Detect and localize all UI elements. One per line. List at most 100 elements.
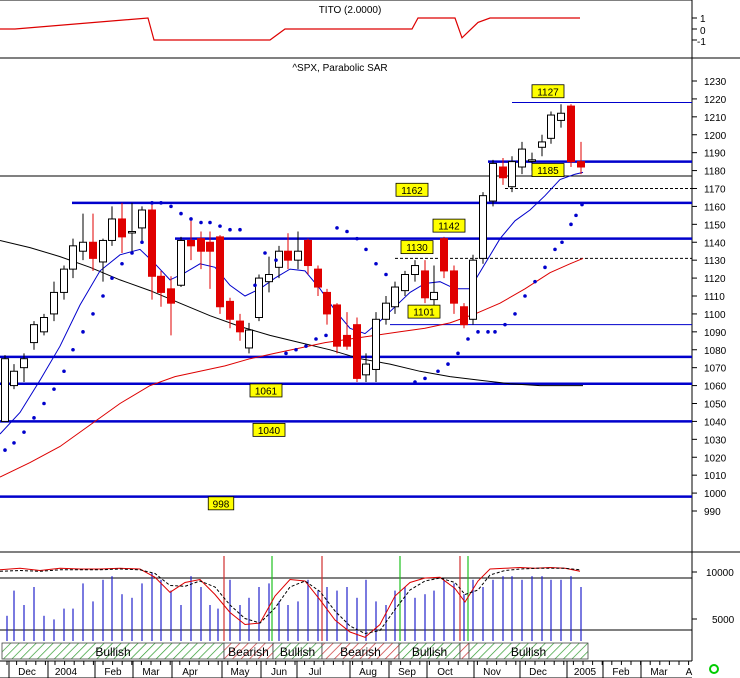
sar-dot [101,294,105,298]
candle-body [30,324,38,344]
sar-dot [189,217,193,221]
price-tick-label: 1060 [704,382,727,393]
x-axis: Dec 2004 Feb Mar Apr May Jun Jul Aug Sep Oct Nov Dec… [0,660,693,678]
candle-body [167,288,175,304]
price-tick-label: 1200 [704,131,727,142]
sar-dot [423,376,427,381]
indicator-tick-label: 1 [700,14,706,25]
sar-dot [384,272,388,277]
sar-dot [345,229,349,234]
price-tick-label: 1170 [704,185,726,196]
sar-dot [335,226,339,230]
sar-dot [169,204,173,209]
level-label-box [531,84,565,99]
indicator-tick-label: 0 [700,26,706,37]
price-panel-title: ^SPX, Parabolic SAR [292,63,387,74]
sar-dot [3,448,7,452]
regime-band-strip: Bullish Bearish Bullish Bearish Bullish Bulli… [1,642,589,660]
ma-fast-line [0,171,584,435]
candle-body [157,275,165,293]
sar-dot [130,251,134,255]
regime-band [459,642,470,660]
candle-body [508,161,516,188]
sar-dot [476,330,480,334]
sar-dot [364,247,368,252]
status-icon [709,664,719,674]
candle-body [20,358,28,369]
sar-dot [533,279,537,284]
sar-dot [560,240,564,245]
price-tick-label: 1110 [704,292,725,303]
sar-dot [284,351,288,356]
price-tick-label: 1220 [704,95,727,106]
candle-body [489,162,497,202]
x-tick-label: Jul [309,667,322,678]
sar-dot [523,294,527,298]
candle-body [50,291,58,315]
candle-body [177,239,185,286]
x-tick-label: Nov [483,667,501,678]
sar-dot [120,261,124,266]
oscillator-tick-label: 10000 [706,568,734,579]
sar-dot [503,322,507,327]
level-label-box [400,240,434,255]
candle-body [372,318,380,370]
x-tick-label: Dec [529,667,547,678]
level-label: 1127 [537,87,559,98]
sar-dot [199,220,203,225]
sar-dot [263,251,267,255]
price-panel: ^SPX, Parabolic SAR 990 1000 1010 1020 1030 1… [0,58,727,552]
candle-body [197,238,205,252]
ma-mid-line [0,257,584,478]
candle-body [236,320,244,333]
candle-body [118,218,126,238]
candle-body [108,218,116,241]
candle-body [245,329,253,349]
sar-dot [374,261,378,266]
candle-body [69,245,77,270]
sar-dot [513,312,517,316]
oscillator-tick-label: 5000 [712,615,735,626]
candle-body [226,300,234,320]
sar-dot [493,330,497,334]
price-tick-label: 1090 [704,328,727,339]
candle-body [518,148,526,168]
level-label: 1061 [255,386,278,397]
candle-body [430,291,438,301]
sar-dot [553,247,557,252]
sar-dot [12,441,16,445]
candle-body [391,286,399,308]
price-tick-label: 1010 [704,471,727,482]
x-tick-label: Jun [271,667,287,678]
candle-body [538,141,546,148]
sar-dot [294,347,298,352]
sar-dot [159,201,163,205]
sar-dot [228,227,232,232]
level-label: 1040 [258,426,281,437]
indicator-tick-label: -1 [697,37,706,48]
tito-indicator-line [0,17,580,41]
price-tick-label: 1100 [704,310,726,321]
price-tick-label: 1140 [704,238,726,249]
sar-dot [574,213,578,218]
sar-dot [324,333,328,338]
candle-body [1,358,9,422]
price-tick-label: 1000 [704,489,727,500]
x-tick-label: Oct [437,667,453,678]
sar-dot [238,227,242,232]
sar-dot [71,347,75,352]
candle-body [382,302,390,320]
candle-body [362,363,370,376]
indicator-title: TITO (2.0000) [319,5,382,16]
level-label-box [531,163,565,177]
candle-body [421,270,429,299]
price-tick-label: 1020 [704,453,727,464]
candle-body [547,114,555,139]
price-tick-label: 1180 [704,167,726,178]
sar-dot [486,330,490,334]
oscillator-k-line [0,566,581,638]
regime-band-label: Bearish [340,645,381,659]
level-label-box [252,422,286,437]
level-label: 1101 [413,308,435,319]
